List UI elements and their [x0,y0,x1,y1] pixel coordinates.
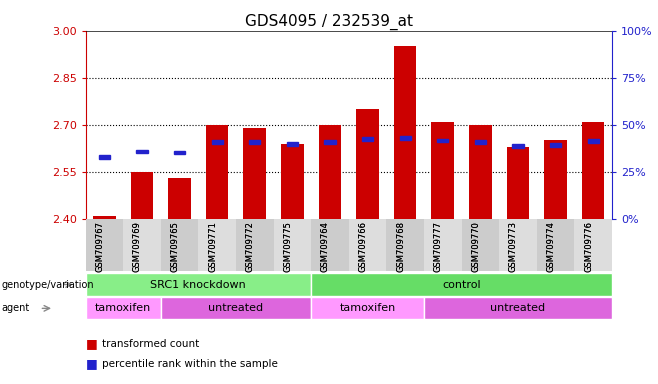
Text: untreated: untreated [209,303,263,313]
Bar [281,144,303,219]
Text: SRC1 knockdown: SRC1 knockdown [151,280,246,290]
Text: GSM709766: GSM709766 [359,222,368,273]
Bar [287,142,298,146]
Bar [362,137,373,141]
Bar [168,178,191,219]
Bar [211,140,223,144]
Text: control: control [442,280,481,290]
Text: GSM709772: GSM709772 [245,222,255,272]
Bar [394,46,417,219]
Bar [174,151,185,154]
Text: GSM709772: GSM709772 [245,222,255,272]
Text: GSM709774: GSM709774 [547,222,555,272]
Text: GSM709770: GSM709770 [471,222,480,272]
Text: ■: ■ [86,357,97,370]
Bar [513,144,524,148]
Bar [437,139,448,142]
Text: percentile rank within the sample: percentile rank within the sample [102,359,278,369]
Bar [469,125,492,219]
Text: GSM709773: GSM709773 [509,222,518,273]
Bar [574,219,612,271]
Text: GSM709775: GSM709775 [284,222,292,272]
Text: GSM709768: GSM709768 [396,222,405,273]
Text: GSM709767: GSM709767 [95,222,105,273]
Bar [249,140,261,144]
Bar [356,109,379,219]
Bar [507,147,529,219]
Text: GSM709764: GSM709764 [321,222,330,272]
Text: untreated: untreated [490,303,545,313]
Text: GSM709771: GSM709771 [208,222,217,272]
Bar [274,219,311,271]
Bar [318,125,342,219]
Bar [324,140,336,144]
Bar [432,122,454,219]
Bar [198,219,236,271]
Bar [99,155,110,159]
Text: GSM709771: GSM709771 [208,222,217,272]
Text: GSM709766: GSM709766 [359,222,368,273]
Bar [582,122,605,219]
Bar [424,219,461,271]
Bar [136,150,147,153]
Text: GSM709777: GSM709777 [434,222,443,273]
Bar [86,219,123,271]
Text: GSM709776: GSM709776 [584,222,593,273]
Text: GSM709765: GSM709765 [170,222,180,272]
Bar [236,219,274,271]
Bar [131,172,153,219]
Text: genotype/variation: genotype/variation [1,280,94,290]
Bar [161,219,198,271]
Text: GSM709773: GSM709773 [509,222,518,273]
Text: GSM709776: GSM709776 [584,222,593,273]
Bar [93,216,116,219]
Text: GSM709769: GSM709769 [133,222,142,272]
Bar [349,219,386,271]
Text: GSM709774: GSM709774 [547,222,555,272]
Bar [399,136,411,140]
Bar [550,143,561,147]
Bar [311,219,349,271]
Bar [537,219,574,271]
Text: tamoxifen: tamoxifen [95,303,151,313]
Text: GSM709777: GSM709777 [434,222,443,273]
Text: GDS4095 / 232539_at: GDS4095 / 232539_at [245,13,413,30]
Text: GSM709775: GSM709775 [284,222,292,272]
Bar [243,128,266,219]
Text: GSM709764: GSM709764 [321,222,330,272]
Bar [474,140,486,144]
Bar [386,219,424,271]
Bar [206,125,228,219]
Text: GSM709770: GSM709770 [471,222,480,272]
Text: GSM709768: GSM709768 [396,222,405,273]
Bar [461,219,499,271]
Bar [499,219,537,271]
Text: agent: agent [1,303,30,313]
Text: ■: ■ [86,337,97,350]
Text: tamoxifen: tamoxifen [340,303,395,313]
Bar [544,141,567,219]
Text: transformed count: transformed count [102,339,199,349]
Text: GSM709769: GSM709769 [133,222,142,272]
Bar [588,139,599,143]
Text: GSM709765: GSM709765 [170,222,180,272]
Text: GSM709767: GSM709767 [95,222,105,273]
Bar [123,219,161,271]
